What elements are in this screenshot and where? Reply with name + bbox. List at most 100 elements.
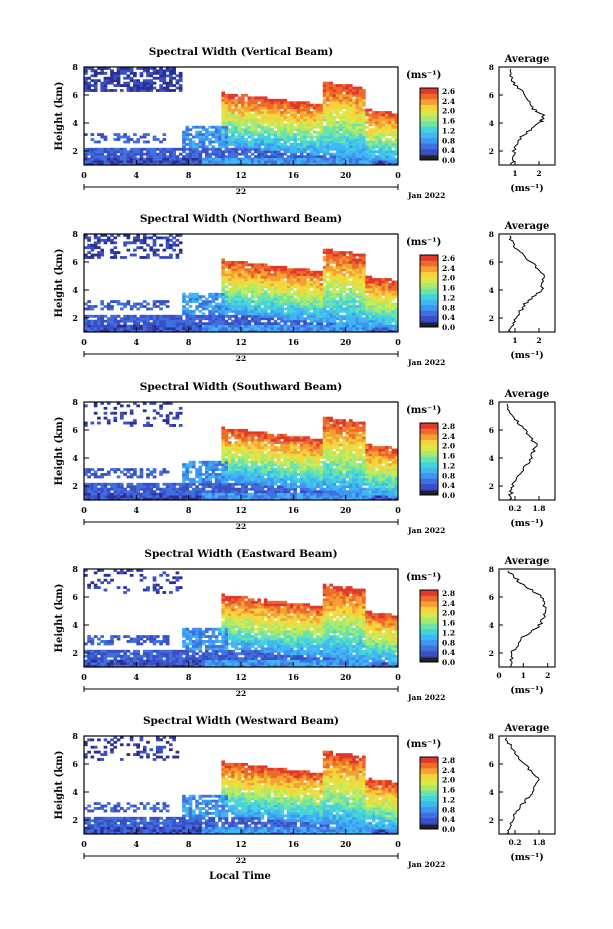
heatmap-cell <box>332 116 337 119</box>
heatmap-cell <box>260 275 265 279</box>
heatmap-cell <box>224 453 229 457</box>
heatmap-cell <box>290 322 294 326</box>
heatmap-cell <box>136 327 140 330</box>
heatmap-cell <box>319 106 324 110</box>
heatmap-cell <box>159 76 163 80</box>
heatmap-cell <box>250 116 255 119</box>
heatmap-cell <box>345 314 350 318</box>
heatmap-cell <box>303 123 307 127</box>
heatmap-cell <box>90 84 95 87</box>
heatmap-cell <box>299 130 304 134</box>
heatmap-cell <box>211 309 216 313</box>
heatmap-cell <box>368 309 373 313</box>
heatmap-cell <box>267 120 271 124</box>
heatmap-cell <box>93 234 98 237</box>
heatmap-cell <box>169 152 173 156</box>
heatmap-cell <box>195 322 199 326</box>
heatmap-cell <box>152 243 157 247</box>
heatmap-cell <box>286 305 291 308</box>
heatmap-cell <box>241 492 245 496</box>
heatmap-cell <box>185 492 190 496</box>
heatmap-cell <box>97 475 101 479</box>
heatmap-cell <box>119 157 124 161</box>
heatmap-cell <box>142 305 147 308</box>
heatmap-cell <box>257 111 262 114</box>
heatmap-cell <box>175 317 180 321</box>
heatmap-cell <box>355 120 360 124</box>
heatmap-cell <box>270 285 275 289</box>
heatmap-cell <box>312 280 317 284</box>
heatmap-cell <box>195 300 199 303</box>
heatmap-cell <box>247 446 252 449</box>
heatmap-cell <box>378 329 383 333</box>
heatmap-cell <box>322 256 327 259</box>
heatmap-cell <box>113 71 118 75</box>
heatmap-cell <box>195 135 199 139</box>
heatmap-cell <box>348 297 353 301</box>
heatmap-cell <box>329 98 333 102</box>
heatmap-cell <box>332 106 337 110</box>
heatmap-cell <box>205 485 209 489</box>
heatmap-cell <box>375 157 379 161</box>
heatmap-cell <box>152 485 157 489</box>
heatmap-cell <box>309 275 314 279</box>
heatmap-cell <box>227 473 232 476</box>
heatmap-cell <box>136 324 140 328</box>
colorbar-segment <box>420 93 438 100</box>
heatmap-cell <box>234 431 239 435</box>
heatmap-cell <box>227 130 232 134</box>
heatmap-cell <box>87 243 91 247</box>
heatmap-cell <box>123 150 127 154</box>
heatmap-cell <box>231 260 235 264</box>
heatmap-cell <box>273 290 278 294</box>
heatmap-cell <box>267 307 271 311</box>
heatmap-cell <box>362 265 366 269</box>
heatmap-cell <box>368 280 373 284</box>
heatmap-cell <box>139 246 144 250</box>
heatmap-cell <box>335 98 340 102</box>
heatmap-cell <box>218 312 222 316</box>
heatmap-cell <box>100 253 105 257</box>
heatmap-cell <box>322 128 327 132</box>
heatmap-cell <box>100 152 105 156</box>
heatmap-cell <box>241 465 245 469</box>
heatmap-cell <box>378 297 383 301</box>
heatmap-cell <box>221 446 226 449</box>
heatmap-cell <box>227 270 232 274</box>
heatmap-cell <box>198 465 203 469</box>
heatmap-cell <box>335 322 340 326</box>
heatmap-cell <box>172 241 176 245</box>
heatmap-cell <box>263 103 268 107</box>
heatmap-cell <box>332 162 337 166</box>
heatmap-cell <box>260 300 265 303</box>
heatmap-cell <box>136 482 140 486</box>
heatmap-cell <box>159 152 163 156</box>
heatmap-cell <box>267 130 271 134</box>
heatmap-cell <box>146 475 150 479</box>
heatmap-cell <box>211 322 216 326</box>
heatmap-cell <box>299 125 304 129</box>
heatmap-cell <box>342 111 347 114</box>
heatmap-cell <box>142 241 147 245</box>
heatmap-cell <box>378 133 383 136</box>
heatmap-cell <box>165 157 170 161</box>
heatmap-cell <box>342 256 347 259</box>
heatmap-cell <box>345 263 350 267</box>
heatmap-cell <box>260 309 265 313</box>
heatmap-cell <box>345 111 350 114</box>
heatmap-cell <box>172 69 176 73</box>
heatmap-cell <box>182 487 186 491</box>
heatmap-cell <box>322 297 327 301</box>
heatmap-cell <box>231 150 235 154</box>
heatmap-cell <box>195 150 199 154</box>
heatmap-cell <box>169 84 173 87</box>
heatmap-cell <box>254 101 258 105</box>
heatmap-cell <box>175 487 180 491</box>
heatmap-cell <box>221 292 226 296</box>
heatmap-cell <box>355 275 360 279</box>
heatmap-cell <box>172 324 176 328</box>
heatmap-cell <box>326 292 330 296</box>
colorbar-tick-label: 2.6 <box>442 87 455 96</box>
heatmap-cell <box>368 283 373 286</box>
heatmap-cell <box>322 248 327 252</box>
